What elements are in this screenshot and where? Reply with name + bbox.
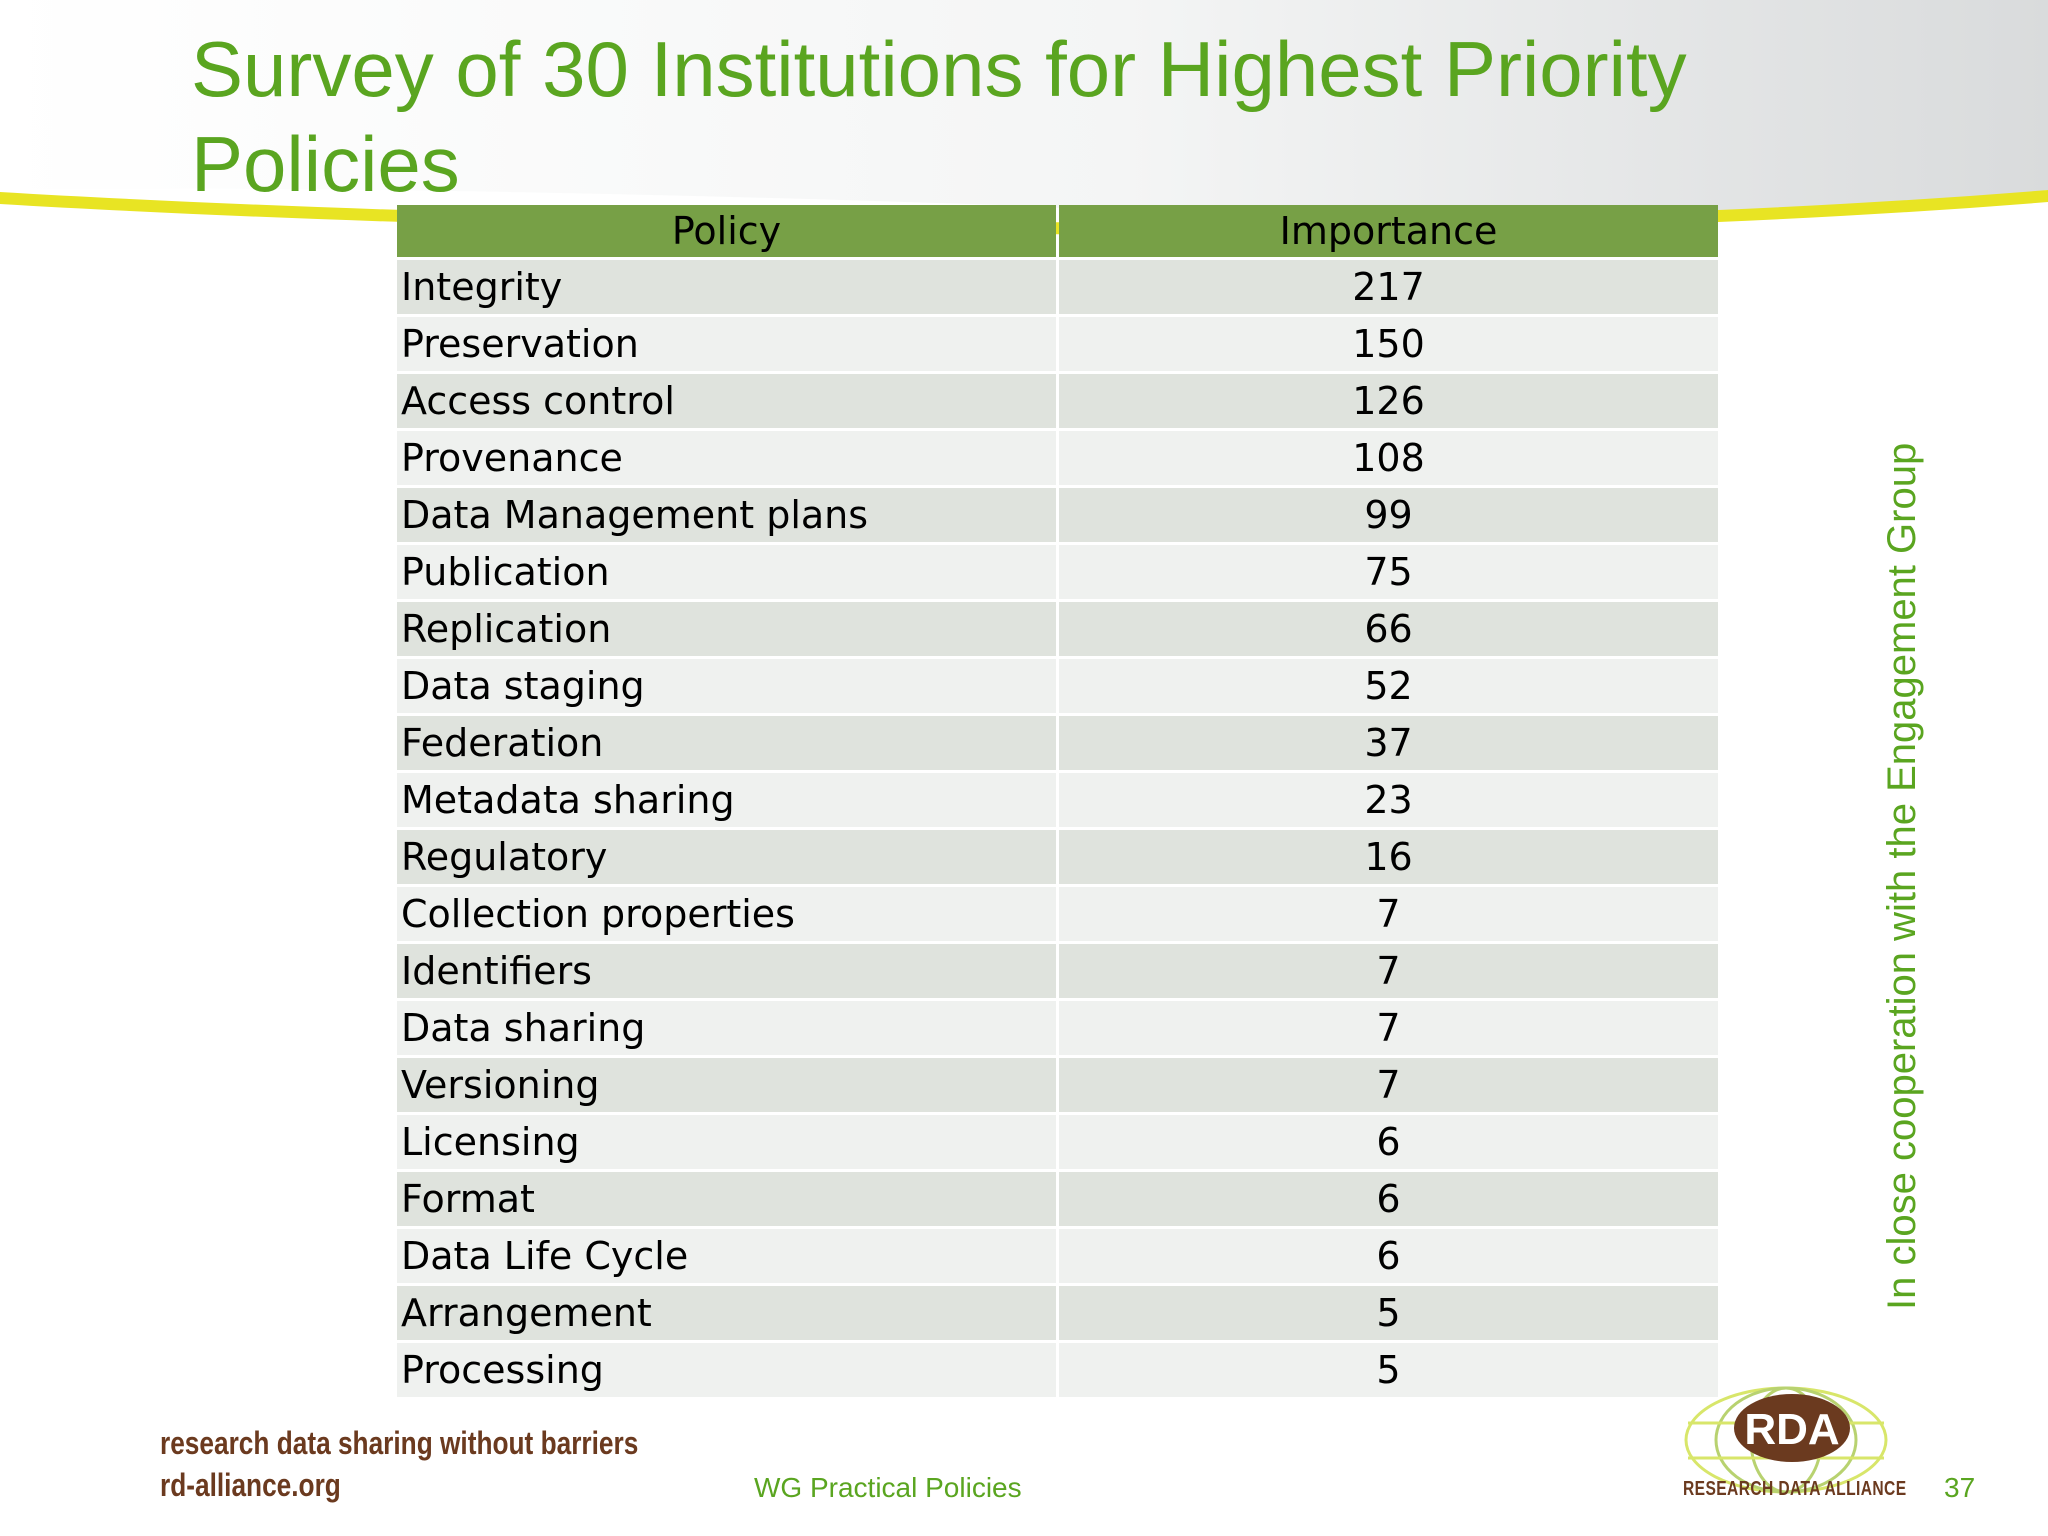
- policy-cell: Replication: [397, 602, 1056, 656]
- table-row: Data staging 52: [397, 659, 1718, 713]
- footer-working-group: WG Practical Policies: [754, 1472, 1022, 1503]
- policy-cell: Data sharing: [397, 1001, 1056, 1055]
- table-row: Identifiers 7: [397, 944, 1718, 998]
- policy-cell: Data Life Cycle: [397, 1229, 1056, 1283]
- slide-title: Survey of 30 Institutions for Highest Pr…: [191, 25, 1687, 208]
- importance-cell: 16: [1059, 830, 1718, 884]
- table-row: Data sharing 7: [397, 1001, 1718, 1055]
- policy-cell: Preservation: [397, 317, 1056, 371]
- column-header-policy: Policy: [397, 205, 1056, 257]
- table-body: Integrity 217 Preservation 150 Access contro…: [397, 260, 1718, 1397]
- column-header-importance: Importance: [1059, 205, 1718, 257]
- table-row: Replication 66: [397, 602, 1718, 656]
- table-header-row: Policy Importance: [397, 205, 1718, 257]
- importance-cell: 7: [1059, 944, 1718, 998]
- importance-cell: 75: [1059, 545, 1718, 599]
- table-row: Publication 75: [397, 545, 1718, 599]
- policy-cell: Access control: [397, 374, 1056, 428]
- table-row: Data Life Cycle 6: [397, 1229, 1718, 1283]
- table-row: Licensing 6: [397, 1115, 1718, 1169]
- importance-cell: 5: [1059, 1286, 1718, 1340]
- importance-cell: 6: [1059, 1172, 1718, 1226]
- importance-cell: 7: [1059, 1058, 1718, 1112]
- table-row: Versioning 7: [397, 1058, 1718, 1112]
- table-row: Format 6: [397, 1172, 1718, 1226]
- table-row: Metadata sharing 23: [397, 773, 1718, 827]
- table-row: Arrangement 5: [397, 1286, 1718, 1340]
- importance-cell: 99: [1059, 488, 1718, 542]
- website-text: rd-alliance.org: [160, 1467, 341, 1503]
- policy-cell: Regulatory: [397, 830, 1056, 884]
- importance-cell: 217: [1059, 260, 1718, 314]
- importance-cell: 126: [1059, 374, 1718, 428]
- tagline-text: research data sharing without barriers: [160, 1425, 639, 1461]
- importance-cell: 7: [1059, 1001, 1718, 1055]
- table-row: Data Management plans 99: [397, 488, 1718, 542]
- importance-cell: 52: [1059, 659, 1718, 713]
- policy-cell: Format: [397, 1172, 1056, 1226]
- policy-cell: Data staging: [397, 659, 1056, 713]
- table-row: Integrity 217: [397, 260, 1718, 314]
- importance-cell: 66: [1059, 602, 1718, 656]
- policy-cell: Integrity: [397, 260, 1056, 314]
- policy-table: Policy Importance Integrity 217 Preservati…: [394, 202, 1721, 1400]
- importance-cell: 6: [1059, 1115, 1718, 1169]
- page-number: 37: [1944, 1472, 1976, 1503]
- table-row: Federation 37: [397, 716, 1718, 770]
- policy-cell: Publication: [397, 545, 1056, 599]
- policy-cell: Federation: [397, 716, 1056, 770]
- table-row: Preservation 150: [397, 317, 1718, 371]
- policy-cell: Identifiers: [397, 944, 1056, 998]
- policy-cell: Licensing: [397, 1115, 1056, 1169]
- policy-cell: Versioning: [397, 1058, 1056, 1112]
- importance-cell: 6: [1059, 1229, 1718, 1283]
- table-row: Processing 5: [397, 1343, 1718, 1397]
- importance-cell: 23: [1059, 773, 1718, 827]
- rda-logo-text: RDA: [1744, 1405, 1839, 1454]
- importance-cell: 150: [1059, 317, 1718, 371]
- footer-tagline: research data sharing without barriers r…: [160, 1422, 638, 1506]
- policy-cell: Arrangement: [397, 1286, 1056, 1340]
- policy-cell: Collection properties: [397, 887, 1056, 941]
- importance-cell: 108: [1059, 431, 1718, 485]
- table-row: Regulatory 16: [397, 830, 1718, 884]
- table-row: Access control 126: [397, 374, 1718, 428]
- importance-cell: 5: [1059, 1343, 1718, 1397]
- importance-cell: 37: [1059, 716, 1718, 770]
- policy-cell: Processing: [397, 1343, 1056, 1397]
- rda-logo: RDA: [1684, 1386, 1888, 1494]
- side-note: In close cooperation with the Engagement…: [1880, 442, 1924, 1310]
- table-row: Provenance 108: [397, 431, 1718, 485]
- policy-cell: Metadata sharing: [397, 773, 1056, 827]
- rda-logo-label: RESEARCH DATA ALLIANCE: [1683, 1478, 1907, 1500]
- importance-cell: 7: [1059, 887, 1718, 941]
- policy-cell: Data Management plans: [397, 488, 1056, 542]
- table-row: Collection properties 7: [397, 887, 1718, 941]
- policy-cell: Provenance: [397, 431, 1056, 485]
